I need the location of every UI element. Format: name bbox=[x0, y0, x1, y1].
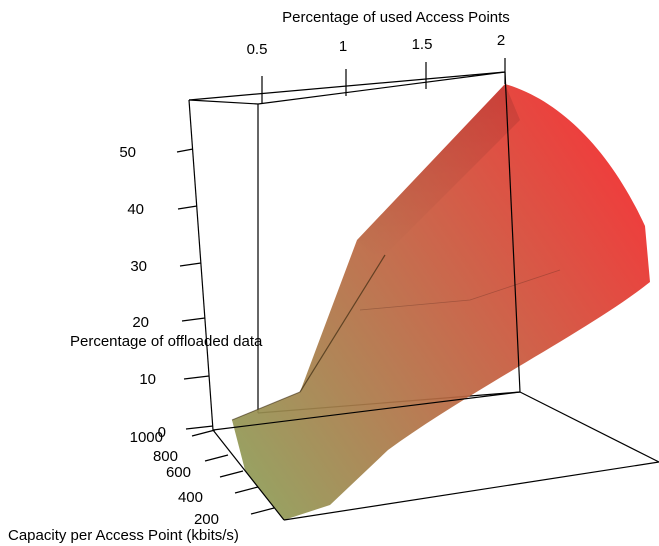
z-tick-label: 10 bbox=[139, 371, 156, 388]
z-tick-label: 20 bbox=[132, 314, 149, 331]
surface-fold-line bbox=[231, 391, 301, 421]
y-tick-label: 1000 bbox=[130, 429, 163, 446]
x-tick-label: 0.5 bbox=[247, 41, 268, 58]
y-axis-title: Capacity per Access Point (kbits/s) bbox=[8, 527, 239, 544]
z-axis-title: Percentage of offloaded data bbox=[70, 333, 263, 350]
y-tick-label: 400 bbox=[178, 489, 203, 506]
z-tick-label: 0 bbox=[158, 424, 166, 441]
plot-box-front bbox=[188, 71, 659, 521]
surface-fold-line bbox=[299, 254, 386, 393]
y-tick-label: 800 bbox=[153, 448, 178, 465]
surface-polygon bbox=[232, 84, 650, 520]
y-tick-label: 200 bbox=[194, 511, 219, 528]
z-tick-label: 50 bbox=[119, 144, 136, 161]
z-tick-label: 40 bbox=[127, 201, 144, 218]
tick-marks bbox=[176, 58, 506, 515]
z-tick-label: 30 bbox=[130, 258, 147, 275]
x-tick-label: 1 bbox=[339, 38, 347, 55]
surface bbox=[231, 84, 650, 520]
y-tick-label: 600 bbox=[166, 464, 191, 481]
x-tick-label: 1.5 bbox=[412, 36, 433, 53]
x-axis-title: Percentage of used Access Points bbox=[282, 9, 510, 26]
x-tick-label: 2 bbox=[497, 32, 505, 49]
surface-shading bbox=[357, 84, 520, 260]
surface-fold-line bbox=[359, 269, 561, 311]
